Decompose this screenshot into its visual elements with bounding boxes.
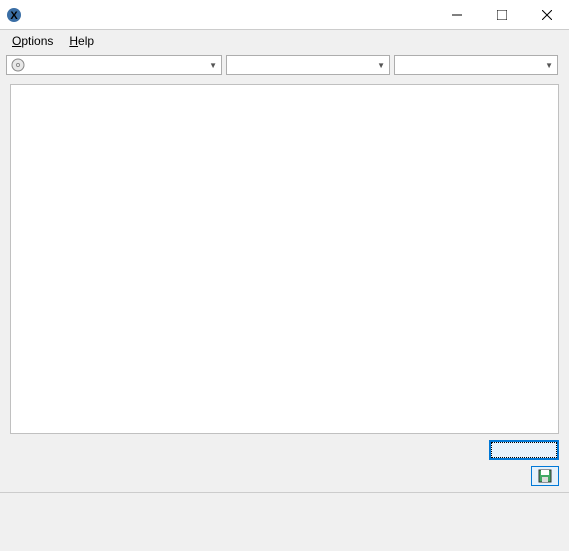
maximize-button[interactable] (479, 0, 524, 30)
minimize-button[interactable] (434, 0, 479, 30)
close-button[interactable] (524, 0, 569, 30)
menu-options[interactable]: Options (4, 32, 61, 50)
save-button[interactable] (531, 466, 559, 486)
jitter-bars (80, 443, 225, 463)
chevron-down-icon: ▼ (373, 61, 385, 70)
peakshift-score (229, 463, 245, 483)
menu-help[interactable]: Help (61, 32, 102, 50)
ta-chart-bottom (15, 266, 548, 426)
svg-text:X: X (10, 10, 18, 22)
titlebar: X (0, 0, 569, 30)
peakshift-bars (80, 463, 225, 483)
floppy-icon (538, 469, 552, 483)
ta-chart-top (15, 93, 548, 253)
start-button[interactable] (489, 440, 559, 460)
chart-panel (10, 84, 559, 434)
jitter-label (20, 443, 80, 463)
chevron-down-icon: ▼ (205, 61, 217, 70)
drive-select[interactable]: ▼ (6, 55, 222, 75)
menubar: Options Help (0, 30, 569, 52)
test-select[interactable]: ▼ (394, 55, 558, 75)
statusbar (0, 492, 569, 510)
disc-icon (11, 58, 25, 72)
results-panel (10, 440, 559, 486)
peakshift-label (20, 463, 80, 483)
jitter-score (229, 443, 245, 463)
chevron-down-icon: ▼ (541, 61, 553, 70)
category-select[interactable]: ▼ (226, 55, 390, 75)
app-icon: X (6, 7, 22, 23)
toolbar: ▼ ▼ ▼ (0, 52, 569, 78)
